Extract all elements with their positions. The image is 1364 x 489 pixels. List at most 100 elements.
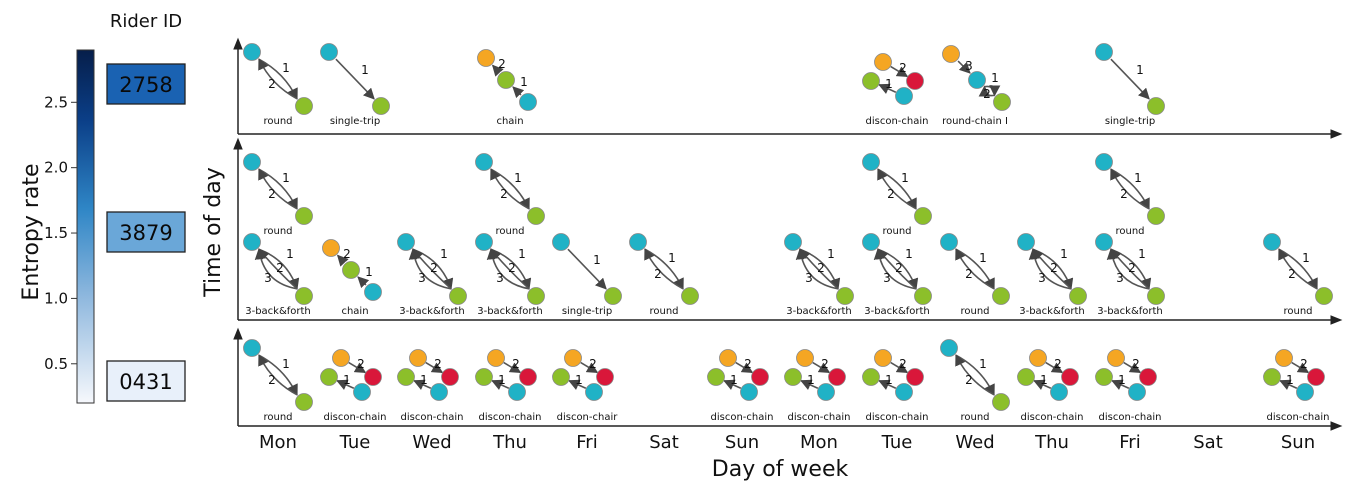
motif-3-back-forth: 123 3-back&forth [1095, 233, 1165, 317]
motif-label: single-trip [330, 116, 380, 127]
rider-id-label: 2758 [119, 73, 172, 97]
day-label: Sun [1281, 432, 1315, 453]
edge-order-label: 1 [730, 373, 738, 387]
motif-label: discon-chain [1267, 412, 1330, 423]
day-label: Fri [1119, 432, 1140, 453]
motif-label: chain [496, 116, 523, 127]
motif-label: discon-chain [866, 412, 929, 423]
edge-order-label: 2 [512, 357, 520, 371]
origin-node [1296, 383, 1314, 401]
trip-edge [491, 379, 510, 390]
motif-label: round [960, 412, 989, 423]
motif-label: 3-back&forth [864, 306, 930, 317]
motif-label: round [1283, 306, 1312, 317]
edge-order-label: 3 [418, 271, 426, 285]
destination-node [497, 71, 515, 89]
edge-order-label: 1 [807, 373, 815, 387]
third-node [874, 53, 892, 71]
day-label: Sat [1193, 432, 1223, 453]
motif-label: 3-back&forth [245, 306, 311, 317]
trip-edge [644, 248, 684, 290]
rider-id-header: Rider ID [110, 11, 182, 32]
destination-node [604, 287, 622, 305]
edge-order-label: 2 [895, 261, 903, 275]
motif-single-trip: 1 single-trip [1095, 43, 1165, 127]
colorbar-tick-label: 1.0 [44, 289, 68, 307]
edge-order-label: 1 [593, 253, 601, 267]
trip-edge [1110, 168, 1150, 210]
edge-order-label: 1 [1118, 373, 1126, 387]
origin-node [1095, 233, 1113, 251]
trip-edge [491, 64, 504, 77]
rider-id-swatch [106, 360, 186, 402]
edge-order-label: 2 [1120, 187, 1128, 201]
fourth-node [1307, 368, 1325, 386]
origin-node [740, 383, 758, 401]
edge-order-label: 2 [654, 267, 662, 281]
edge-order-label: 1 [343, 373, 351, 387]
edge-order-label: 1 [520, 75, 528, 89]
trip-edge [408, 248, 452, 290]
trip-edge [336, 379, 355, 390]
edge-order-label: 1 [282, 357, 290, 371]
origin-node [243, 153, 261, 171]
edge-order-label: 2 [1054, 357, 1062, 371]
edge-order-label: 1 [979, 357, 987, 371]
motif-chain: 12 chain [322, 239, 382, 317]
origin-node [895, 87, 913, 105]
rider-id-swatch [106, 211, 186, 253]
edge-order-label: 2 [1132, 357, 1140, 371]
motif-3-back-forth: 123 3-back&forth [1017, 233, 1087, 317]
trip-edge [955, 248, 995, 290]
destination-node [681, 287, 699, 305]
day-label: Fri [576, 432, 597, 453]
destination-node [320, 368, 338, 386]
trip-edge [735, 361, 754, 374]
trip-edge [955, 354, 995, 396]
motif-discon-chain: 12 discon-chain [1263, 349, 1330, 423]
edge-order-label: 1 [365, 265, 373, 279]
trip-edge [1045, 361, 1064, 374]
motif-discon-chain: 12 discon-chain [320, 349, 386, 423]
trip-edge [1278, 248, 1318, 290]
trip-edge [1123, 361, 1142, 374]
rider-panel: 12round12discon-chain12discon-chain12dis… [233, 327, 1343, 431]
fourth-node [596, 368, 614, 386]
trip-edge [1106, 248, 1150, 290]
y-axis-label: Time of day [201, 167, 226, 298]
motif-discon-chain: 12 discon-chain [862, 53, 928, 127]
edge-order-label: 1 [1286, 373, 1294, 387]
motif-label: single-trip [1105, 116, 1155, 127]
destination-node [1069, 287, 1087, 305]
trip-edge [812, 361, 831, 374]
origin-node [629, 233, 647, 251]
fourth-node [751, 368, 769, 386]
motif-label: discon-chain [401, 412, 464, 423]
origin-node [968, 71, 986, 89]
edge-order-label: 2 [268, 373, 276, 387]
edge-order-label: 1 [1060, 247, 1068, 261]
third-node [1029, 349, 1047, 367]
trip-edge [1028, 248, 1072, 290]
edge-order-label: 2 [500, 187, 508, 201]
motif-label: 3-back&forth [1019, 306, 1085, 317]
destination-node [1147, 287, 1165, 305]
third-node [564, 349, 582, 367]
motif-label: 3-back&forth [399, 306, 465, 317]
destination-node [862, 72, 880, 90]
motif-label: round [263, 226, 292, 237]
fourth-node [828, 368, 846, 386]
day-label: Tue [339, 432, 371, 453]
origin-node [353, 383, 371, 401]
motif-label: discon-chain [479, 412, 542, 423]
trip-edge [258, 58, 298, 100]
destination-node [527, 207, 545, 225]
trip-edge [890, 65, 909, 78]
destination-node [295, 393, 313, 411]
origin-node [1263, 233, 1281, 251]
trip-edge [878, 83, 897, 94]
motif-label: discon-chain [711, 412, 774, 423]
colorbar-gradient [76, 49, 95, 404]
motif-label: round [263, 116, 292, 127]
